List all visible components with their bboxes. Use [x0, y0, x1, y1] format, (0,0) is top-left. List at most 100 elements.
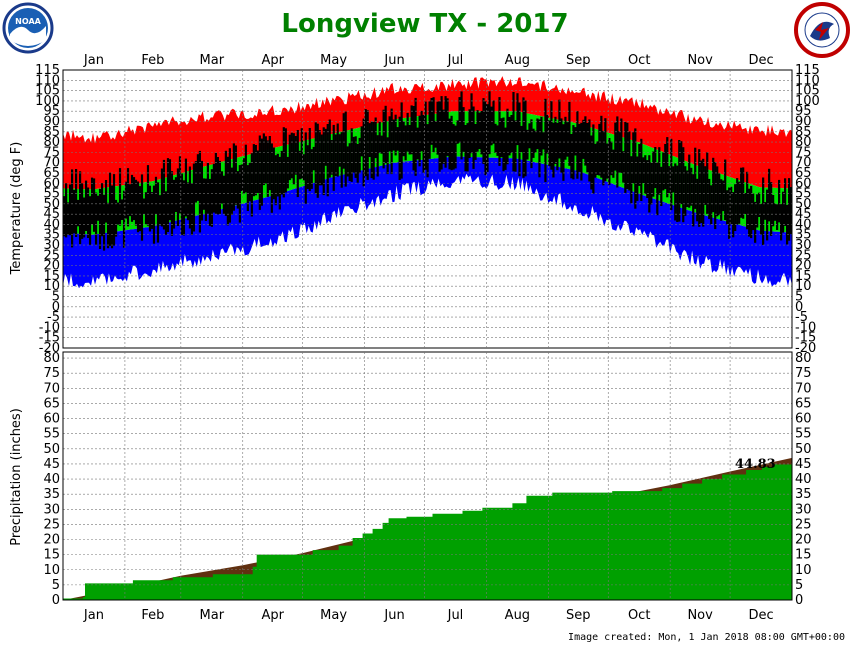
- precip-tick-left: 20: [43, 533, 60, 548]
- actual-temp-bar: [382, 109, 385, 169]
- actual-temp-bar: [670, 138, 673, 211]
- actual-temp-bar: [756, 194, 759, 228]
- actual-temp-bar: [280, 150, 283, 195]
- actual-temp-bar: [228, 148, 231, 223]
- actual-temp-bar: [554, 116, 557, 164]
- actual-temp-bar: [518, 102, 521, 177]
- actual-temp-bar: [452, 124, 455, 170]
- actual-temp-bar: [372, 122, 375, 180]
- actual-temp-bar: [492, 100, 495, 144]
- actual-temp-bar: [160, 168, 164, 227]
- actual-temp-bar: [776, 204, 779, 230]
- actual-temp-bar: [266, 140, 269, 197]
- actual-temp-bar: [292, 133, 295, 185]
- actual-temp-bar: [392, 119, 395, 151]
- actual-temp-bar: [418, 115, 421, 167]
- precipitation-frame: [62, 351, 793, 601]
- temp-tick-right: 110: [795, 73, 820, 88]
- actual-temp-bar: [298, 150, 301, 180]
- actual-temp-bar: [102, 194, 106, 251]
- actual-temp-bar: [566, 122, 569, 157]
- actual-temp-bar: [288, 134, 291, 181]
- actual-temp-bar: [458, 97, 461, 143]
- actual-temp-bar: [642, 157, 645, 183]
- actual-temp-bar: [784, 178, 787, 226]
- actual-temp-bar: [754, 201, 757, 243]
- temp-tick-left: -15: [39, 331, 60, 346]
- precip-tick-right: 45: [795, 457, 812, 472]
- actual-temp-bar: [772, 195, 775, 227]
- temp-tick-right: 30: [795, 238, 812, 253]
- temp-tick-left: -20: [39, 341, 60, 356]
- actual-temp-bar: [136, 181, 140, 233]
- actual-temp-bar: [600, 115, 603, 178]
- temp-tick-left: 25: [43, 248, 60, 263]
- temp-tick-left: 40: [43, 217, 60, 232]
- actual-temp-bar: [790, 187, 793, 234]
- actual-temp-bar: [88, 196, 92, 245]
- actual-temp-bar: [166, 158, 170, 232]
- actual-temp-bar: [216, 157, 219, 215]
- actual-temp-bar: [572, 125, 575, 180]
- actual-temp-bar: [616, 116, 619, 188]
- actual-temp-bar: [224, 150, 227, 216]
- temp-tick-right: 95: [795, 104, 812, 119]
- actual-temp-bar: [116, 202, 120, 225]
- actual-temp-bar: [378, 121, 381, 154]
- actual-temp-bar: [246, 165, 249, 211]
- actual-temp-bar: [692, 174, 695, 227]
- actual-temp-bar: [358, 137, 361, 174]
- actual-temp-bar: [94, 192, 98, 246]
- nws-logo: [794, 2, 850, 58]
- actual-temp-bar: [122, 190, 126, 248]
- actual-temp-bar: [63, 196, 66, 237]
- actual-temp-bar: [454, 125, 457, 169]
- actual-temp-bar: [316, 123, 319, 198]
- actual-temp-bar: [70, 169, 74, 248]
- actual-temp-bar: [334, 134, 337, 176]
- precip-tick-left: 55: [43, 427, 60, 442]
- temperature-axis-label: Temperature (deg F): [9, 142, 24, 276]
- month-label: Apr: [261, 608, 284, 623]
- actual-temp-bar: [766, 189, 769, 241]
- actual-temp-bar: [532, 128, 535, 158]
- actual-temp-bar: [460, 91, 463, 160]
- actual-temp-bar: [138, 186, 142, 232]
- actual-temp-bar: [644, 155, 647, 194]
- temp-tick-left: 0: [52, 300, 60, 315]
- actual-temp-bar: [104, 180, 108, 223]
- precip-tick-right: 20: [795, 533, 812, 548]
- actual-temp-bar: [360, 126, 363, 157]
- actual-temp-bar: [236, 171, 239, 209]
- actual-temp-bar: [162, 159, 166, 230]
- temp-tick-left: 50: [43, 197, 60, 212]
- temperature-frame: [62, 69, 793, 349]
- actual-temp-bar: [508, 116, 511, 156]
- actual-temp-bar: [366, 110, 369, 180]
- actual-temp-bar: [128, 184, 132, 217]
- actual-temp-bar: [622, 151, 625, 183]
- actual-temp-bar: [618, 131, 621, 173]
- temp-tick-left: 90: [43, 114, 60, 129]
- precip-tick-left: 35: [43, 487, 60, 502]
- actual-temp-bar: [180, 173, 184, 235]
- precip-tick-left: 65: [43, 396, 60, 411]
- month-labels-top: Jan Feb Mar Apr May Jun Jul Aug Sep Oct Nov Dec: [83, 53, 774, 68]
- actual-temp-bar: [190, 183, 194, 236]
- actual-temp-bar: [466, 123, 469, 172]
- month-label: May: [320, 608, 347, 623]
- actual-temp-bar: [424, 101, 427, 170]
- record-low-band: [63, 156, 792, 289]
- temp-tick-left: 65: [43, 166, 60, 181]
- temp-tick-left: 95: [43, 104, 60, 119]
- actual-temp-bar: [540, 116, 543, 156]
- month-label: Oct: [628, 608, 650, 623]
- actual-temp-bar: [310, 149, 313, 189]
- actual-temp-bar: [538, 119, 541, 178]
- actual-temp-bar: [344, 111, 347, 187]
- actual-temp-bar: [480, 111, 483, 155]
- precip-tick-left: 10: [43, 563, 60, 578]
- month-label: Nov: [687, 53, 713, 68]
- actual-temp-bar: [688, 154, 691, 208]
